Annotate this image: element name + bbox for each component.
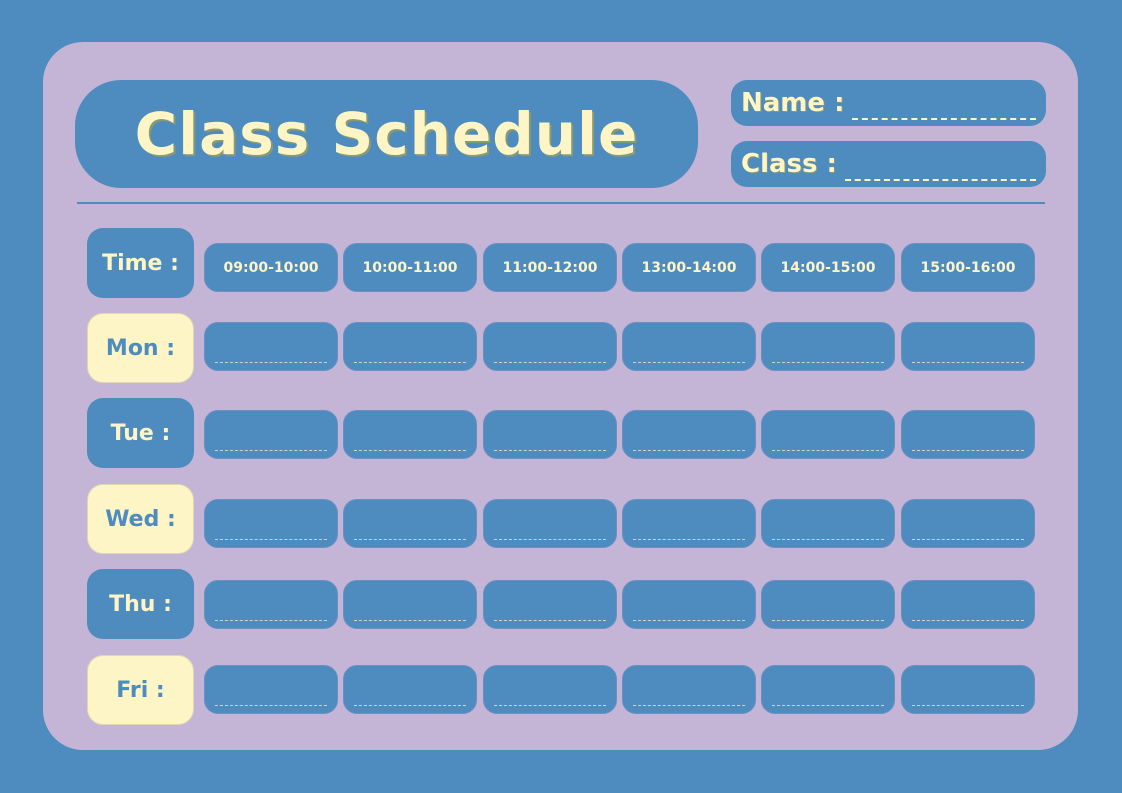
entry-line <box>354 450 466 451</box>
entry-line <box>494 620 606 621</box>
name-input-line[interactable] <box>852 104 1036 120</box>
day-label: Wed : <box>87 484 194 554</box>
schedule-cell[interactable] <box>204 665 338 714</box>
entry-line <box>215 362 327 363</box>
entry-line <box>633 620 745 621</box>
schedule-cell[interactable] <box>483 322 617 371</box>
entry-line <box>215 450 327 451</box>
schedule-cell[interactable] <box>483 499 617 548</box>
time-slot: 13:00-14:00 <box>622 243 756 292</box>
day-label: Tue : <box>87 398 194 468</box>
entry-line <box>494 450 606 451</box>
schedule-cell[interactable] <box>761 665 895 714</box>
entry-line <box>772 620 884 621</box>
entry-line <box>633 539 745 540</box>
schedule-cell[interactable] <box>483 665 617 714</box>
entry-line <box>633 362 745 363</box>
entry-line <box>494 362 606 363</box>
entry-line <box>215 539 327 540</box>
schedule-cell[interactable] <box>622 580 756 629</box>
time-slot: 14:00-15:00 <box>761 243 895 292</box>
schedule-cell[interactable] <box>343 580 477 629</box>
entry-line <box>633 450 745 451</box>
time-slot: 15:00-16:00 <box>901 243 1035 292</box>
schedule-cell[interactable] <box>622 322 756 371</box>
schedule-cell[interactable] <box>901 580 1035 629</box>
entry-line <box>354 539 466 540</box>
day-label: Thu : <box>87 569 194 639</box>
schedule-cell[interactable] <box>761 499 895 548</box>
schedule-cell[interactable] <box>761 580 895 629</box>
entry-line <box>633 705 745 706</box>
schedule-cell[interactable] <box>761 410 895 459</box>
entry-line <box>772 362 884 363</box>
schedule-cell[interactable] <box>343 499 477 548</box>
entry-line <box>772 450 884 451</box>
schedule-cell[interactable] <box>483 410 617 459</box>
schedule-cell[interactable] <box>343 322 477 371</box>
time-slot: 10:00-11:00 <box>343 243 477 292</box>
entry-line <box>912 620 1024 621</box>
schedule-cell[interactable] <box>901 322 1035 371</box>
time-label: Time : <box>87 228 194 298</box>
schedule-cell[interactable] <box>622 499 756 548</box>
schedule-cell[interactable] <box>761 322 895 371</box>
entry-line <box>772 539 884 540</box>
entry-line <box>912 450 1024 451</box>
entry-line <box>912 539 1024 540</box>
page-title: Class Schedule <box>134 100 639 168</box>
schedule-cell[interactable] <box>343 665 477 714</box>
name-label: Name : <box>741 88 845 118</box>
time-slot: 11:00-12:00 <box>483 243 617 292</box>
entry-line <box>912 362 1024 363</box>
schedule-cell[interactable] <box>622 665 756 714</box>
schedule-cell[interactable] <box>483 580 617 629</box>
schedule-cell[interactable] <box>204 322 338 371</box>
schedule-cell[interactable] <box>204 410 338 459</box>
entry-line <box>772 705 884 706</box>
entry-line <box>354 362 466 363</box>
schedule-cell[interactable] <box>901 665 1035 714</box>
title-banner: Class Schedule <box>75 80 698 188</box>
schedule-cell[interactable] <box>204 499 338 548</box>
schedule-cell[interactable] <box>622 410 756 459</box>
entry-line <box>354 620 466 621</box>
time-slot: 09:00-10:00 <box>204 243 338 292</box>
schedule-cell[interactable] <box>901 410 1035 459</box>
entry-line <box>912 705 1024 706</box>
class-field[interactable]: Class : <box>731 141 1046 187</box>
schedule-cell[interactable] <box>901 499 1035 548</box>
schedule-cell[interactable] <box>204 580 338 629</box>
entry-line <box>354 705 466 706</box>
entry-line <box>215 620 327 621</box>
day-label: Mon : <box>87 313 194 383</box>
entry-line <box>494 539 606 540</box>
class-input-line[interactable] <box>844 165 1036 181</box>
name-field[interactable]: Name : <box>731 80 1046 126</box>
entry-line <box>494 705 606 706</box>
entry-line <box>215 705 327 706</box>
class-label: Class : <box>741 149 837 179</box>
schedule-cell[interactable] <box>343 410 477 459</box>
divider <box>77 202 1045 204</box>
day-label: Fri : <box>87 655 194 725</box>
